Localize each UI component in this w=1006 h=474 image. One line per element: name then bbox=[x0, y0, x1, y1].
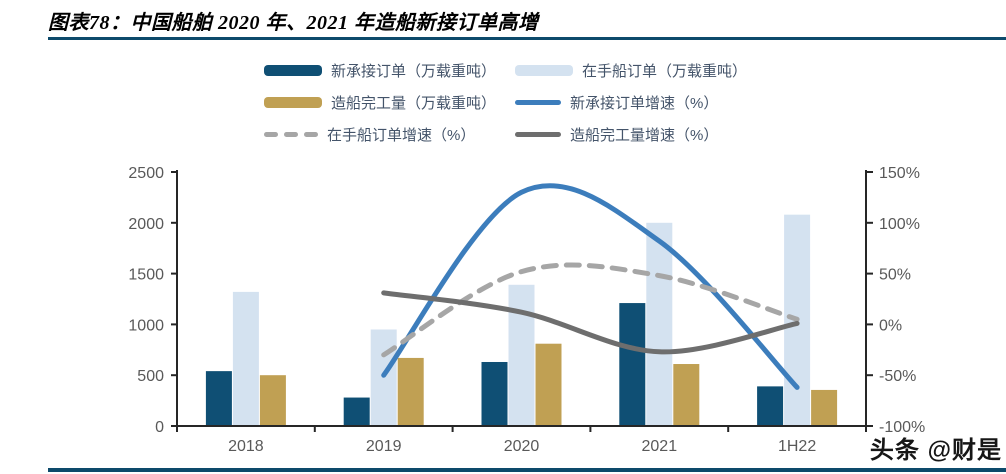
bar-orders-on-hand-2019 bbox=[370, 329, 397, 426]
bottom-rule bbox=[48, 468, 1006, 472]
legend-item: 在手船订单（万载重吨） bbox=[515, 60, 766, 81]
bar-completions-2019 bbox=[397, 357, 424, 426]
left-axis-tick-label: 2500 bbox=[128, 165, 164, 182]
line-completions-growth bbox=[381, 290, 800, 355]
left-axis-tick-label: 0 bbox=[155, 419, 164, 436]
right-axis-tick-label: 100% bbox=[879, 216, 920, 233]
chart-legend: 新承接订单（万载重吨） 在手船订单（万载重吨） 造船完工量（万载重吨） 新承接订单增速… bbox=[264, 60, 766, 145]
title-underline bbox=[48, 37, 1006, 40]
right-axis-tick-label: -50% bbox=[879, 368, 916, 385]
right-axis-tick-label: 0% bbox=[879, 317, 902, 334]
bar-new-orders-2020 bbox=[481, 361, 508, 426]
legend-item: 造船完工量增速（%） bbox=[515, 124, 766, 145]
chart-title: 图表78：中国船舶 2020 年、2021 年造船新接订单高增 bbox=[48, 12, 539, 34]
legend-item: 在手船订单增速（%） bbox=[264, 124, 515, 145]
watermark-text: 头条 @财是 bbox=[869, 437, 1002, 464]
right-axis-tick-label: -100% bbox=[879, 419, 925, 436]
x-axis-category-label: 2020 bbox=[504, 438, 540, 455]
legend-label: 造船完工量（万载重吨） bbox=[331, 95, 497, 112]
legend-label: 新承接订单（万载重吨） bbox=[331, 63, 497, 80]
legend-line-swatch bbox=[515, 100, 561, 105]
bar-orders-on-hand-2018 bbox=[232, 291, 259, 426]
legend-bar-swatch bbox=[264, 97, 322, 108]
legend-row: 新承接订单（万载重吨） 在手船订单（万载重吨） bbox=[264, 60, 766, 81]
legend-bar-swatch bbox=[515, 65, 573, 76]
bar-completions-2021 bbox=[673, 364, 700, 426]
legend-label: 在手船订单（万载重吨） bbox=[582, 63, 748, 80]
legend-item: 新承接订单（万载重吨） bbox=[264, 60, 515, 81]
legend-dash-segment bbox=[284, 132, 298, 137]
bar-orders-on-hand-2021 bbox=[646, 222, 673, 426]
legend-item: 新承接订单增速（%） bbox=[515, 92, 766, 113]
line-orders-on-hand-growth bbox=[381, 262, 800, 358]
x-axis-category-label: 2018 bbox=[228, 438, 264, 455]
bar-completions-2018 bbox=[259, 375, 286, 426]
legend-line-swatch bbox=[515, 132, 561, 137]
right-axis-tick-label: 50% bbox=[879, 267, 911, 284]
x-axis-category-label: 2019 bbox=[366, 438, 402, 455]
bar-completions-1H22 bbox=[811, 389, 838, 426]
bar-new-orders-2018 bbox=[205, 371, 232, 426]
legend-dashed-swatch bbox=[264, 132, 318, 137]
legend-dash-segment bbox=[304, 132, 318, 137]
bar-completions-2020 bbox=[535, 343, 562, 426]
legend-row: 造船完工量（万载重吨） 新承接订单增速（%） bbox=[264, 92, 766, 113]
legend-row: 在手船订单增速（%） 造船完工量增速（%） bbox=[264, 124, 766, 145]
left-axis-tick-label: 1500 bbox=[128, 267, 164, 284]
legend-label: 在手船订单增速（%） bbox=[327, 127, 476, 144]
legend-label: 造船完工量增速（%） bbox=[570, 127, 719, 144]
bar-orders-on-hand-2020 bbox=[508, 284, 535, 426]
legend-label: 新承接订单增速（%） bbox=[570, 95, 719, 112]
x-axis-category-label: 2021 bbox=[642, 438, 678, 455]
x-axis-category-label: 1H22 bbox=[778, 438, 816, 455]
right-axis-tick-label: 150% bbox=[879, 165, 920, 182]
bar-new-orders-2021 bbox=[619, 303, 646, 426]
left-axis-tick-label: 500 bbox=[137, 368, 164, 385]
legend-dash-segment bbox=[264, 132, 278, 137]
legend-item: 造船完工量（万载重吨） bbox=[264, 92, 515, 113]
bar-new-orders-2019 bbox=[343, 397, 370, 426]
line-new-orders-growth bbox=[381, 183, 800, 390]
left-axis-tick-label: 2000 bbox=[128, 216, 164, 233]
left-axis-tick-label: 1000 bbox=[128, 317, 164, 334]
bar-new-orders-1H22 bbox=[757, 386, 784, 426]
legend-bar-swatch bbox=[264, 65, 322, 76]
